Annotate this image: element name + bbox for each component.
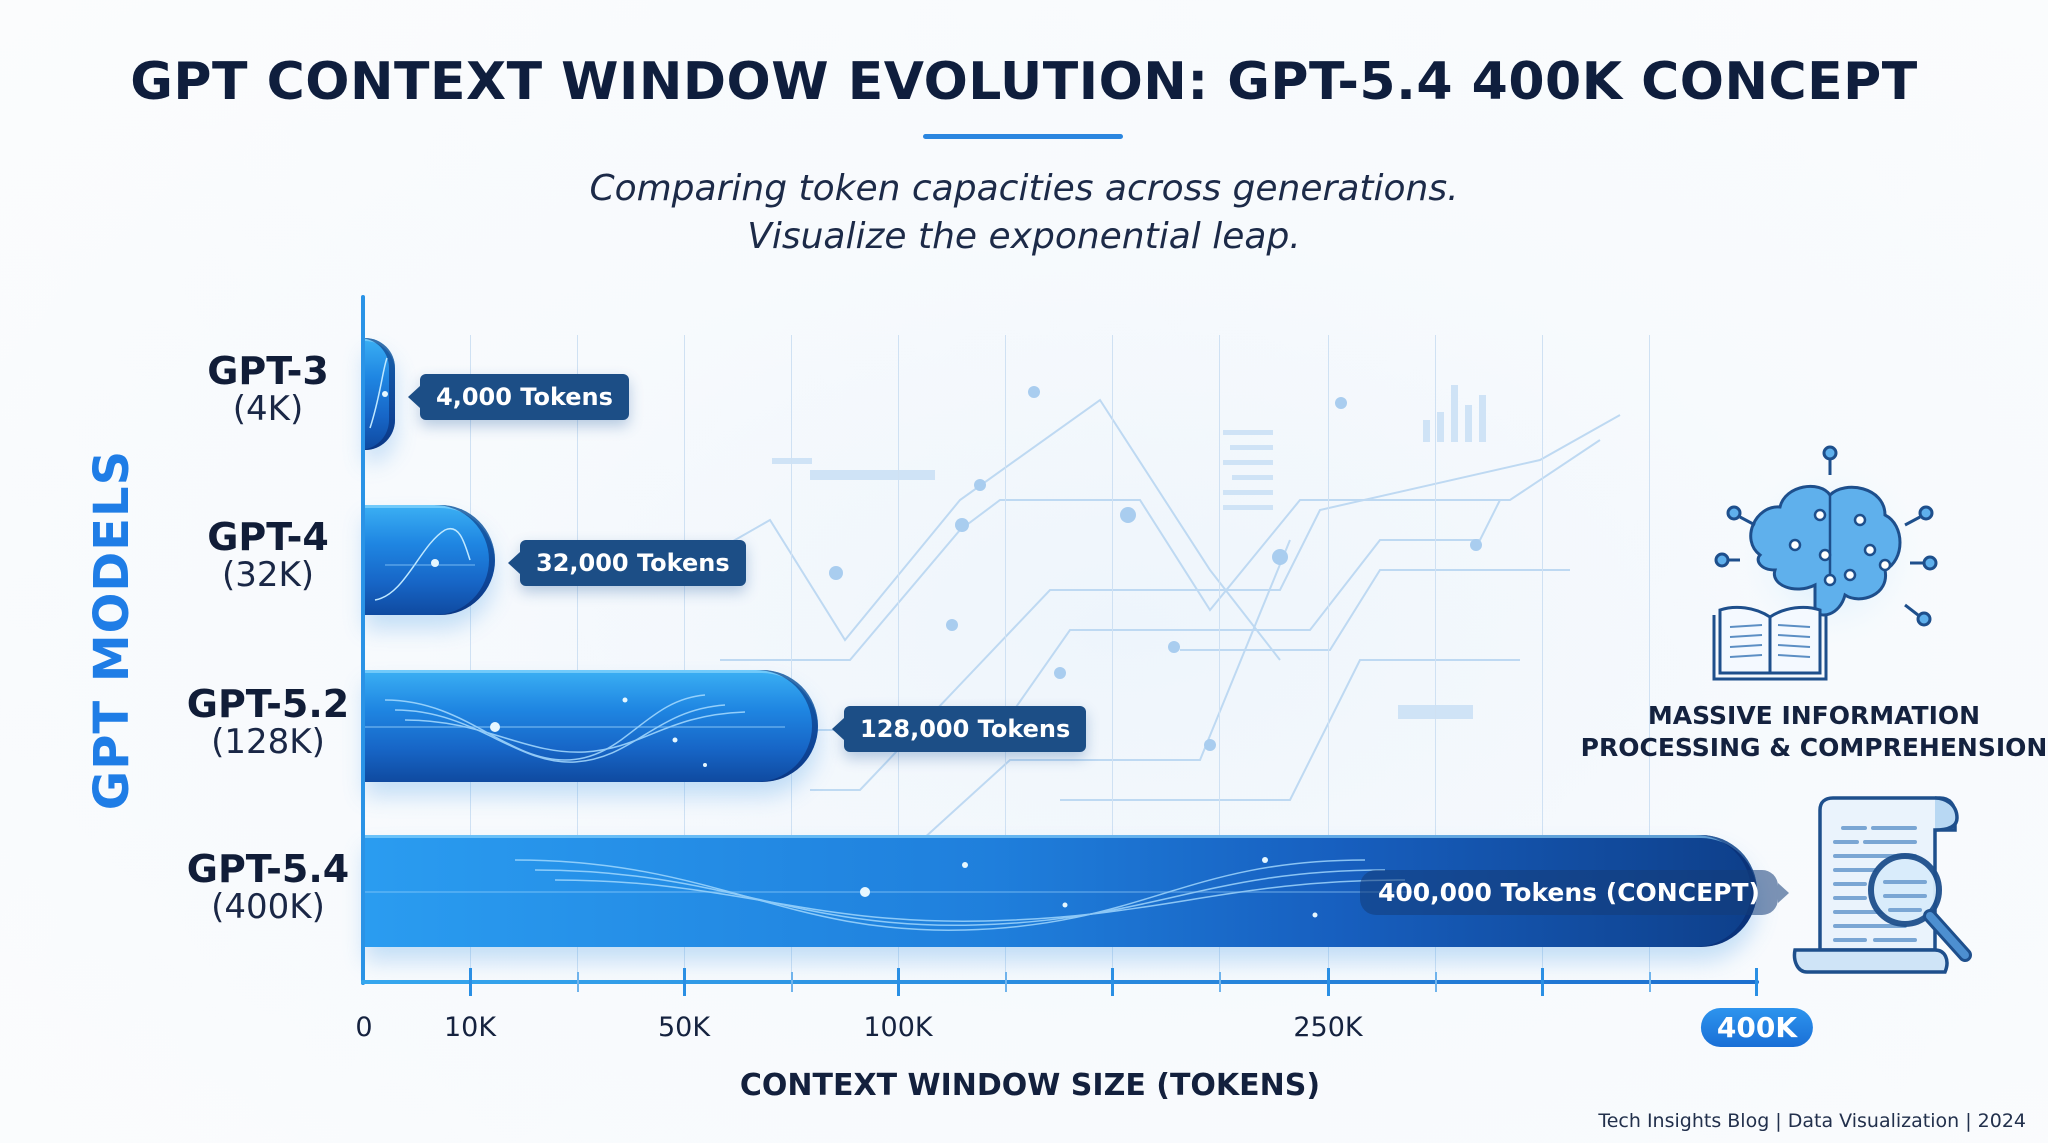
tick-major (1111, 968, 1114, 996)
bar-gpt4 (365, 505, 495, 615)
tick-major (683, 968, 686, 996)
model-capacity: (32K) (221, 554, 315, 595)
glow-wave-icon (365, 694, 785, 767)
tick-minor (1219, 972, 1221, 992)
model-name: GPT-5.2 (186, 682, 350, 726)
tick-minor (1649, 972, 1651, 992)
model-label-gpt3: GPT-3 (4K) (158, 349, 378, 429)
glow-wave-icon (374, 527, 475, 601)
model-name: GPT-4 (207, 515, 329, 559)
tick-major (1327, 968, 1330, 996)
tick-minor (791, 972, 793, 992)
tick-label-50k: 50K (657, 1012, 711, 1043)
gridline (791, 335, 792, 982)
footer-credit: Tech Insights Blog | Data Visualization … (1598, 1110, 2026, 1132)
gridline (1542, 335, 1543, 982)
brain-book-icon (1712, 445, 1938, 681)
data-label-gpt54: 400,000 Tokens (CONCEPT) (1360, 870, 1778, 915)
model-capacity: (128K) (211, 721, 325, 762)
caption-line-1: MASSIVE INFORMATION (1647, 701, 1981, 730)
tick-major (897, 968, 900, 996)
chart-title: GPT CONTEXT WINDOW EVOLUTION: GPT-5.4 40… (130, 52, 1918, 112)
tick-label-400k-badge: 400K (1700, 1008, 1814, 1047)
bar-gpt3 (365, 338, 395, 450)
plot-area (363, 295, 1757, 982)
gridline (898, 335, 899, 982)
gridline (1112, 335, 1113, 982)
tick-label-100k: 100K (863, 1012, 933, 1043)
data-label-gpt4: 32,000 Tokens (520, 540, 746, 586)
title-underline (923, 134, 1123, 139)
glow-wave-icon (369, 357, 388, 429)
gridline (577, 335, 578, 982)
model-label-gpt52: GPT-5.2 (128K) (158, 682, 378, 762)
subtitle-line-2: Visualize the exponential leap. (747, 216, 1301, 257)
y-axis-line (361, 295, 365, 985)
model-label-gpt4: GPT-4 (32K) (158, 515, 378, 595)
gridline (1219, 335, 1220, 982)
model-name: GPT-5.4 (186, 847, 350, 891)
subtitle-line-1: Comparing token capacities across genera… (589, 168, 1459, 209)
gridline (1649, 335, 1650, 982)
glow-wave-icon (365, 857, 1415, 931)
data-label-gpt52: 128,000 Tokens (844, 706, 1087, 752)
tick-label-250k: 250K (1293, 1012, 1363, 1043)
model-capacity: (4K) (232, 388, 304, 429)
x-axis-title: CONTEXT WINDOW SIZE (TOKENS) (739, 1068, 1321, 1103)
model-name: GPT-3 (207, 349, 329, 393)
tick-label-10k: 10K (443, 1012, 497, 1043)
tick-major (1541, 968, 1544, 996)
data-label-gpt3: 4,000 Tokens (420, 374, 629, 420)
gridline (1435, 335, 1436, 982)
gridline (684, 335, 685, 982)
tick-minor (577, 972, 579, 992)
gridline (470, 335, 471, 982)
tick-minor (1435, 972, 1437, 992)
side-panel-caption: MASSIVE INFORMATION PROCESSING & COMPREH… (1580, 700, 2048, 764)
tick-major (1755, 968, 1758, 996)
document-magnifier-icon (1792, 796, 1972, 974)
gridline (1328, 335, 1329, 982)
model-capacity: (400K) (211, 886, 325, 927)
tick-label-0: 0 (355, 1012, 373, 1043)
bar-gpt52 (365, 670, 818, 782)
model-label-gpt54: GPT-5.4 (400K) (158, 847, 378, 927)
y-axis-title: GPT MODELS (84, 449, 140, 811)
tick-minor (1005, 972, 1007, 992)
caption-line-2: PROCESSING & COMPREHENSION (1580, 733, 2048, 762)
x-axis-line (361, 980, 1759, 984)
gridline (1005, 335, 1006, 982)
tick-major (469, 968, 472, 996)
